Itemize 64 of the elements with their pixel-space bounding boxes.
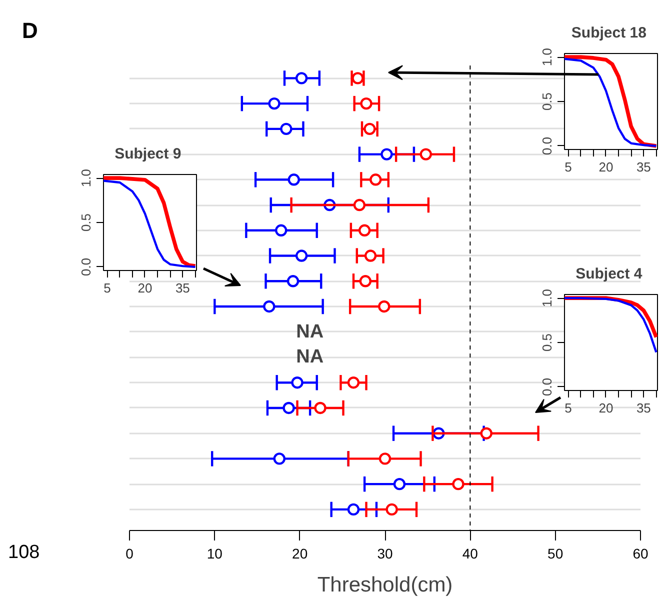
point: [380, 148, 393, 160]
text: D: [22, 18, 38, 44]
x-axis-title: Threshold(cm): [317, 574, 453, 596]
y-tick-label: 0.0: [540, 136, 554, 155]
point: [314, 402, 326, 414]
x-tick-label: 40: [462, 546, 478, 562]
point: [480, 427, 492, 440]
y-tick-label: 0.5: [540, 92, 554, 111]
point: [280, 122, 292, 136]
point: [420, 148, 432, 160]
point: [360, 97, 372, 110]
x-tick-label: 35: [175, 280, 190, 296]
x-tick-label: 20: [292, 546, 308, 562]
x-tick-label: 0: [126, 546, 134, 562]
x-tick-label: 35: [636, 400, 651, 416]
chart-title: Subject 9: [114, 146, 182, 162]
point: [378, 300, 390, 313]
x-tick-label: 5: [104, 280, 111, 296]
x-tick-label: 60: [632, 546, 648, 562]
point: [282, 402, 295, 414]
x-tick-label: 30: [377, 546, 393, 562]
y-tick-label: 1.0: [78, 169, 94, 188]
point: [452, 478, 464, 490]
point: [386, 503, 398, 516]
x-tick-label: 20: [598, 160, 614, 174]
point: [359, 275, 372, 288]
text: 108: [8, 542, 40, 564]
y-tick-label: 1.0: [540, 48, 554, 66]
point: [347, 376, 360, 389]
point: [268, 97, 280, 110]
point: [274, 224, 288, 236]
x-tick-label: 20: [598, 400, 614, 416]
x-tick-label: 10: [206, 546, 223, 562]
point: [364, 250, 377, 262]
point: [291, 376, 304, 389]
chart-title: Subject 4: [576, 266, 643, 282]
x-tick-label: 5: [564, 400, 572, 416]
point: [288, 174, 300, 186]
annotation: NA: [296, 321, 324, 342]
point: [378, 452, 392, 465]
x-tick-label: 35: [636, 160, 651, 174]
point: [263, 300, 276, 313]
y-tick-label: 0.0: [78, 258, 94, 276]
y-tick-label: 1.0: [540, 289, 554, 308]
point: [393, 478, 406, 490]
point: [353, 198, 366, 212]
chart-title: Subject 18: [571, 24, 646, 42]
point: [352, 72, 364, 84]
point: [370, 174, 382, 186]
point: [295, 72, 308, 84]
y-tick-label: 0.5: [78, 213, 94, 232]
point: [273, 452, 286, 465]
x-tick-label: 5: [564, 160, 572, 174]
point: [286, 275, 300, 288]
x-tick-label: 20: [138, 280, 152, 296]
y-tick-label: 0.5: [540, 333, 554, 352]
point: [347, 503, 360, 516]
annotation: NA: [296, 346, 324, 368]
x-tick-label: 50: [548, 546, 564, 562]
point: [358, 224, 371, 236]
line-series: [564, 296, 658, 354]
point: [364, 122, 376, 136]
point: [295, 250, 308, 262]
y-tick-label: 0.0: [540, 378, 554, 396]
